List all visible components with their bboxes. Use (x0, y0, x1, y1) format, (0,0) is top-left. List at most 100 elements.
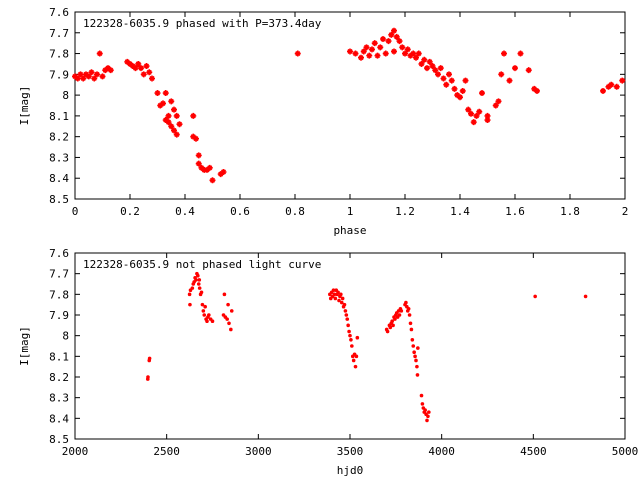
data-point (415, 364, 419, 369)
y-tick-label: 8.2 (49, 371, 69, 384)
data-point (404, 46, 411, 53)
data-point (205, 319, 209, 324)
data-point (465, 106, 472, 113)
data-point (132, 65, 139, 72)
data-point (498, 71, 505, 78)
y-axis-label: I[mag] (18, 86, 31, 126)
x-tick-label: 3000 (245, 445, 272, 458)
data-point (197, 278, 202, 282)
data-point (143, 63, 150, 70)
chart-title: 122328-6035.9 not phased light curve (83, 258, 321, 271)
data-point (343, 309, 348, 313)
data-point (217, 171, 224, 178)
y-tick-label: 8.4 (49, 412, 69, 425)
data-point (344, 313, 349, 317)
data-point (476, 108, 483, 115)
data-point (227, 321, 231, 326)
data-point (446, 71, 452, 78)
data-point (454, 92, 461, 99)
y-tick-label: 8 (62, 330, 69, 343)
data-point (353, 364, 358, 369)
data-point (419, 393, 424, 398)
data-point (451, 85, 458, 92)
data-point (340, 296, 345, 301)
data-point (416, 346, 420, 350)
data-point (342, 302, 347, 307)
data-point (196, 282, 201, 286)
data-point (423, 408, 427, 412)
data-point (377, 44, 384, 51)
y-tick-label: 8.5 (49, 193, 69, 206)
x-tick-label: 2 (622, 205, 629, 218)
data-point (409, 327, 414, 332)
data-point (193, 135, 199, 142)
data-point (203, 304, 207, 309)
data-point (149, 75, 155, 82)
data-point (484, 112, 491, 119)
data-point (226, 302, 230, 307)
data-point (399, 44, 406, 51)
data-point (421, 56, 428, 63)
x-tick-label: 0 (72, 205, 79, 218)
data-point (96, 50, 103, 57)
data-point (171, 127, 177, 134)
x-tick-label: 1.8 (560, 205, 580, 218)
data-point (413, 354, 417, 359)
data-point (374, 52, 381, 59)
data-point (410, 50, 417, 57)
data-point (190, 286, 195, 290)
data-point (369, 46, 375, 53)
x-tick-label: 0.2 (120, 205, 140, 218)
data-point (407, 52, 414, 59)
data-point (473, 112, 480, 119)
data-point (124, 58, 131, 65)
data-point (391, 27, 397, 34)
data-point (613, 83, 620, 90)
data-point (209, 177, 216, 184)
y-tick-label: 7.9 (49, 68, 69, 81)
data-point (194, 278, 198, 282)
x-tick-label: 1.2 (395, 205, 415, 218)
data-point (202, 313, 207, 317)
data-point (404, 300, 408, 305)
data-point (479, 90, 485, 97)
data-point (339, 292, 343, 297)
x-tick-label: 3500 (337, 445, 364, 458)
data-point (160, 100, 166, 107)
data-point (358, 54, 364, 61)
data-point (388, 325, 393, 330)
data-point (366, 52, 373, 59)
x-tick-label: 0.4 (175, 205, 195, 218)
data-point (533, 294, 537, 299)
data-point (427, 410, 431, 414)
x-tick-label: 2000 (62, 445, 89, 458)
data-point (83, 71, 89, 78)
data-point (201, 309, 206, 313)
data-point (534, 87, 540, 94)
data-point (355, 335, 360, 340)
y-tick-label: 7.6 (49, 6, 69, 19)
data-point (176, 121, 183, 128)
y-tick-label: 7.7 (49, 27, 69, 40)
y-tick-label: 8.3 (49, 392, 69, 405)
data-point (429, 63, 436, 70)
data-point (127, 60, 133, 67)
data-point (196, 273, 200, 278)
data-point (470, 119, 477, 126)
data-point (129, 63, 136, 70)
data-point (168, 123, 175, 130)
data-point (72, 73, 78, 80)
y-tick-label: 8.2 (49, 131, 69, 144)
data-point (85, 73, 92, 80)
data-point (426, 58, 433, 65)
data-point (382, 50, 389, 57)
data-point (349, 338, 353, 342)
y-tick-label: 8.3 (49, 151, 69, 164)
data-point (190, 112, 197, 119)
data-point (154, 90, 161, 97)
data-point (165, 119, 172, 126)
data-point (360, 48, 367, 55)
y-tick-label: 7.6 (49, 247, 69, 260)
